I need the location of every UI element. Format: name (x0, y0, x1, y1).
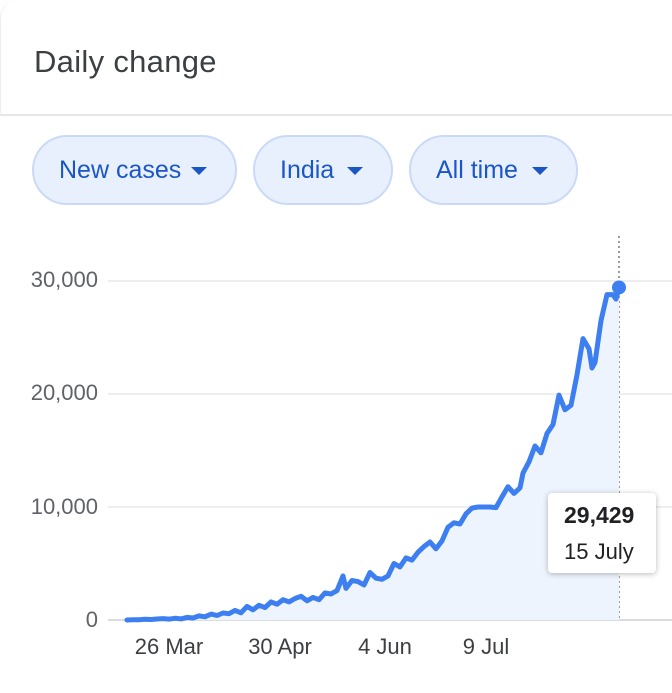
series-area-fill (127, 287, 619, 620)
y-axis-labels: 0 10,000 20,000 30,000 (31, 267, 98, 632)
caret-down-icon (191, 167, 207, 175)
hover-tooltip: 29,429 15 July (548, 493, 656, 573)
y-tick-label: 10,000 (31, 494, 98, 519)
x-tick-label: 4 Jun (358, 634, 412, 659)
x-axis-labels: 26 Mar 30 Apr 4 Jun 9 Jul (135, 634, 509, 659)
y-tick-label: 0 (86, 607, 98, 632)
x-tick-label: 30 Apr (248, 634, 312, 659)
region-filter-label: India (280, 155, 335, 184)
highlight-point[interactable] (612, 280, 626, 295)
time-range-filter-label: All time (436, 155, 518, 184)
metric-filter-chip[interactable]: New cases (32, 135, 237, 205)
series-line-new-cases[interactable] (124, 285, 622, 623)
x-tick-label: 26 Mar (135, 634, 203, 659)
page-title: Daily change (34, 44, 217, 79)
metric-filter-label: New cases (59, 155, 182, 184)
chart-card-header: Daily change (0, 0, 672, 116)
time-range-filter-chip[interactable]: All time (409, 135, 578, 205)
x-tick-label: 9 Jul (463, 634, 509, 659)
region-filter-chip[interactable]: India (253, 135, 393, 205)
caret-down-icon (347, 167, 363, 175)
y-tick-label: 30,000 (31, 267, 98, 292)
tooltip-value: 29,429 (564, 502, 635, 528)
caret-down-icon (532, 167, 548, 175)
tooltip-date: 15 July (564, 539, 634, 564)
y-tick-label: 20,000 (31, 380, 98, 405)
